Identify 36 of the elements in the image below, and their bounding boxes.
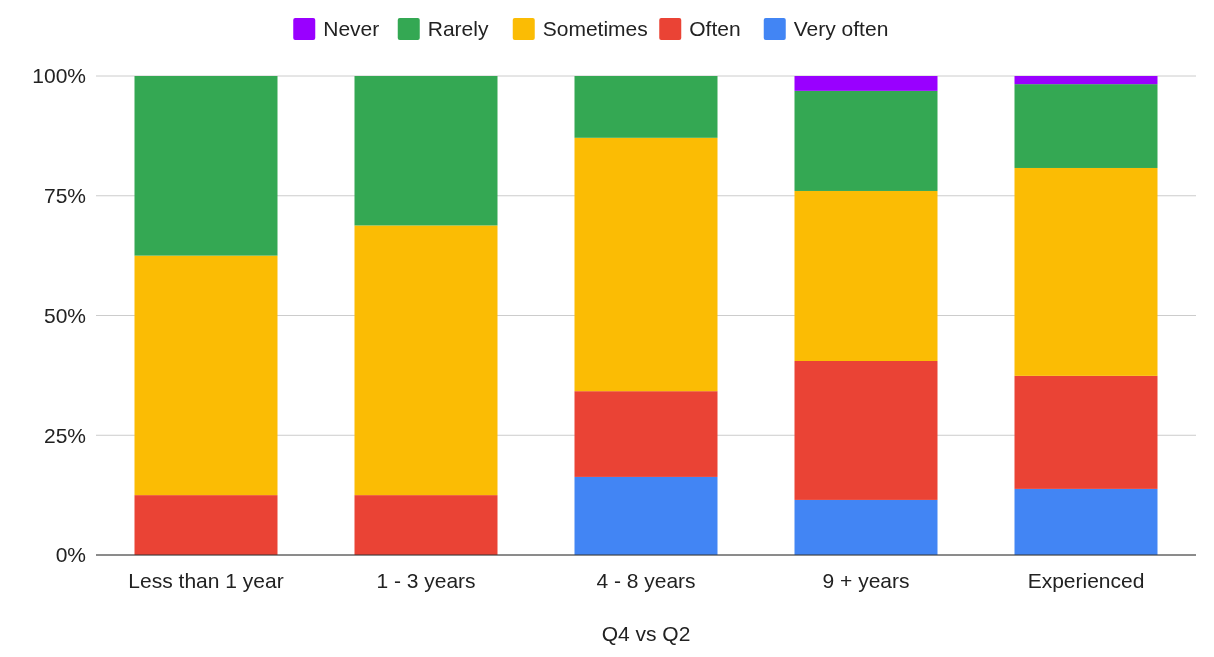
bar [1014,375,1158,489]
bar [354,76,498,226]
legend-label: Very often [793,17,889,40]
legend-label: Sometimes [542,17,648,40]
bar [574,137,718,392]
bar [574,391,718,477]
bar [1014,167,1158,376]
x-tick-label: 1 - 3 years [376,569,476,592]
bar [574,476,718,555]
bar [134,495,278,555]
x-tick-label: Less than 1 year [128,569,284,592]
x-tick-label: 9 + years [822,569,910,592]
bar [1014,76,1158,85]
bar [794,361,938,500]
bar [134,255,278,496]
y-tick-label: 100% [32,64,86,88]
y-tick-label: 75% [43,184,86,208]
bar [354,225,498,496]
y-tick-label: 0% [55,543,86,567]
y-tick-label: 50% [43,303,86,327]
legend-label: Rarely [427,17,489,40]
bar [574,76,718,138]
bar [1014,488,1158,555]
x-tick-label: 4 - 8 years [596,569,696,592]
bar [794,90,938,191]
bar [794,76,938,91]
legend-label: Never [323,17,380,40]
bar [354,495,498,555]
bar [794,190,938,362]
legend-label: Often [689,17,741,40]
x-axis-title: Q4 vs Q2 [601,622,691,645]
y-tick-label: 25% [43,423,86,447]
bar [794,499,938,555]
x-tick-label: Experienced [1027,569,1145,592]
bar [134,76,278,256]
bar [1014,84,1158,168]
